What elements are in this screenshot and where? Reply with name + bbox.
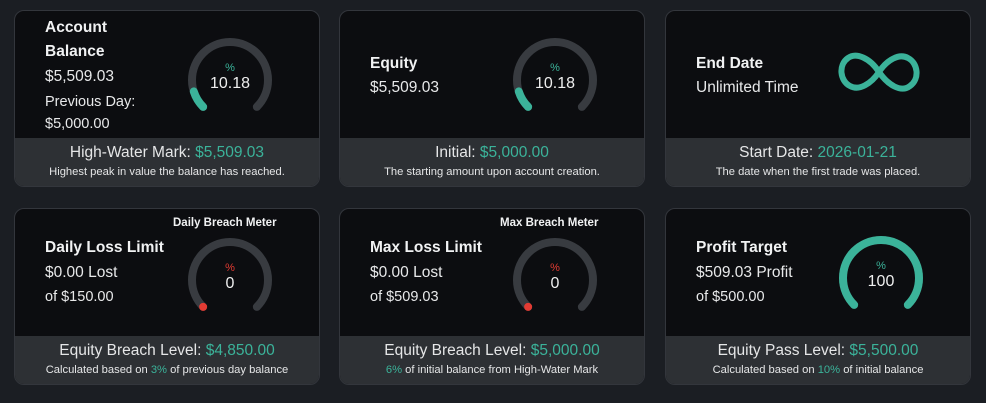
equity-value: $5,509.03 (370, 79, 439, 96)
equity-pass-label: Equity Pass Level: (717, 342, 850, 359)
profit-target-gauge: % 100 (836, 235, 946, 325)
desc-pct: 3% (150, 364, 167, 376)
gauge-value: 0 (225, 275, 235, 292)
initial-value: $5,000.00 (479, 144, 549, 161)
max-loss-title: Max Loss Limit (370, 239, 482, 256)
equity-gauge: % 10.18 (510, 37, 620, 127)
high-water-mark-label: High-Water Mark: (69, 144, 196, 161)
equity-breach-label: Equity Breach Level: (59, 342, 206, 359)
equity-breach-value: $5,000.00 (530, 342, 600, 359)
daily-breach-gauge: % 0 (185, 237, 295, 327)
max-loss-of: of $509.03 (370, 289, 439, 305)
profit-target-profit: $509.03 Profit (696, 264, 793, 281)
equity-gauge-arc (513, 38, 597, 111)
daily-loss-card: Daily Breach Meter Daily Loss Limit $0.0… (14, 208, 320, 385)
end-date-footer: Start Date: 2026-01-21 The date when the… (666, 138, 970, 186)
desc-pre: Calculated based on (712, 364, 818, 376)
end-date-card: End Date Unlimited Time Start Date: 2026… (665, 10, 971, 187)
daily-equity-breach-level: Equity Breach Level: $4,850.00 (15, 342, 319, 360)
desc-post: of previous day balance (167, 364, 289, 376)
max-breach-gauge: % 0 (510, 237, 620, 327)
equity-footer: Initial: $5,000.00 The starting amount u… (340, 138, 644, 186)
profit-target-card: Profit Target $509.03 Profit of $500.00 … (665, 208, 971, 385)
initial-description: The starting amount upon account creatio… (384, 166, 600, 178)
profit-target-footer: Equity Pass Level: $5,500.00 Calculated … (666, 336, 970, 384)
infinity-icon (838, 52, 920, 92)
gauge-unit: % (225, 262, 235, 274)
previous-day-label: Previous Day: (45, 94, 136, 110)
balance-gauge-arc (188, 38, 272, 111)
account-balance-footer: High-Water Mark: $5,509.03 Highest peak … (15, 138, 319, 186)
equity-title: Equity (370, 55, 418, 72)
daily-breach-description: Calculated based on 3% of previous day b… (15, 364, 319, 376)
gauge-unit: % (550, 62, 560, 74)
daily-loss-of: of $150.00 (45, 289, 114, 305)
daily-loss-lost: $0.00 Lost (45, 264, 118, 281)
previous-day-value: $5,000.00 (45, 116, 110, 132)
high-water-mark-description: Highest peak in value the balance has re… (49, 166, 285, 178)
equity-pass-value: $5,500.00 (849, 342, 919, 359)
gauge-unit: % (225, 62, 235, 74)
gauge-fill (514, 87, 533, 111)
profit-target-gauge-arc (839, 236, 923, 309)
max-breach-gauge-arc (513, 238, 597, 311)
desc-pct: 10% (817, 364, 841, 376)
gauge-track (513, 38, 597, 111)
gauge-value: 10.18 (209, 75, 251, 92)
initial-label: Initial: (435, 144, 480, 161)
equity-pass-level: Equity Pass Level: $5,500.00 (666, 342, 970, 360)
daily-loss-title: Daily Loss Limit (45, 239, 164, 256)
gauge-unit: % (550, 262, 560, 274)
account-balance-title-line1: Account (45, 19, 107, 36)
gauge-track (188, 38, 272, 111)
start-date: Start Date: 2026-01-21 (666, 144, 970, 162)
daily-loss-footer: Equity Breach Level: $4,850.00 Calculate… (15, 336, 319, 384)
profit-target-of: of $500.00 (696, 289, 765, 305)
profit-target-title: Profit Target (696, 239, 787, 256)
desc-post: of initial balance (840, 364, 924, 376)
max-equity-breach-level: Equity Breach Level: $5,000.00 (340, 342, 644, 360)
initial-balance: Initial: $5,000.00 (340, 144, 644, 162)
gauge-track (513, 238, 597, 311)
desc-pct: 6% (385, 364, 403, 376)
gauge-fill (839, 236, 923, 309)
gauge-value: 100 (867, 273, 895, 290)
gauge-fill (189, 87, 208, 111)
gauge-value: 10.18 (534, 75, 576, 92)
max-breach-description: 6% of initial balance from High-Water Ma… (340, 364, 644, 376)
equity-card: Equity $5,509.03 % 10.18 Initial: $5,000… (339, 10, 645, 187)
daily-breach-gauge-arc (188, 238, 272, 311)
gauge-unit: % (876, 260, 886, 272)
max-loss-lost: $0.00 Lost (370, 264, 443, 281)
gauge-track (188, 238, 272, 311)
high-water-mark: High-Water Mark: $5,509.03 (15, 144, 319, 162)
max-loss-card: Max Breach Meter Max Loss Limit $0.00 Lo… (339, 208, 645, 385)
account-balance-card: Account Balance $5,509.03 Previous Day: … (14, 10, 320, 187)
balance-gauge: % 10.18 (185, 37, 295, 127)
profit-target-description: Calculated based on 10% of initial balan… (666, 364, 970, 376)
desc-pre: Calculated based on (45, 364, 151, 376)
equity-breach-label: Equity Breach Level: (384, 342, 531, 359)
max-loss-footer: Equity Breach Level: $5,000.00 6% of ini… (340, 336, 644, 384)
start-date-value: 2026-01-21 (817, 144, 897, 161)
end-date-value: Unlimited Time (696, 79, 799, 96)
account-balance-title-line2: Balance (45, 43, 105, 60)
start-date-description: The date when the first trade was placed… (715, 166, 921, 178)
gauge-value: 0 (550, 275, 560, 292)
desc-post: of initial balance from High-Water Mark (402, 364, 599, 376)
account-balance-value: $5,509.03 (45, 68, 114, 85)
start-date-label: Start Date: (739, 144, 818, 161)
max-breach-meter-title: Max Breach Meter (500, 217, 599, 229)
equity-breach-value: $4,850.00 (205, 342, 275, 359)
end-date-title: End Date (696, 55, 764, 72)
high-water-mark-value: $5,509.03 (195, 144, 265, 161)
daily-breach-meter-title: Daily Breach Meter (173, 217, 277, 229)
